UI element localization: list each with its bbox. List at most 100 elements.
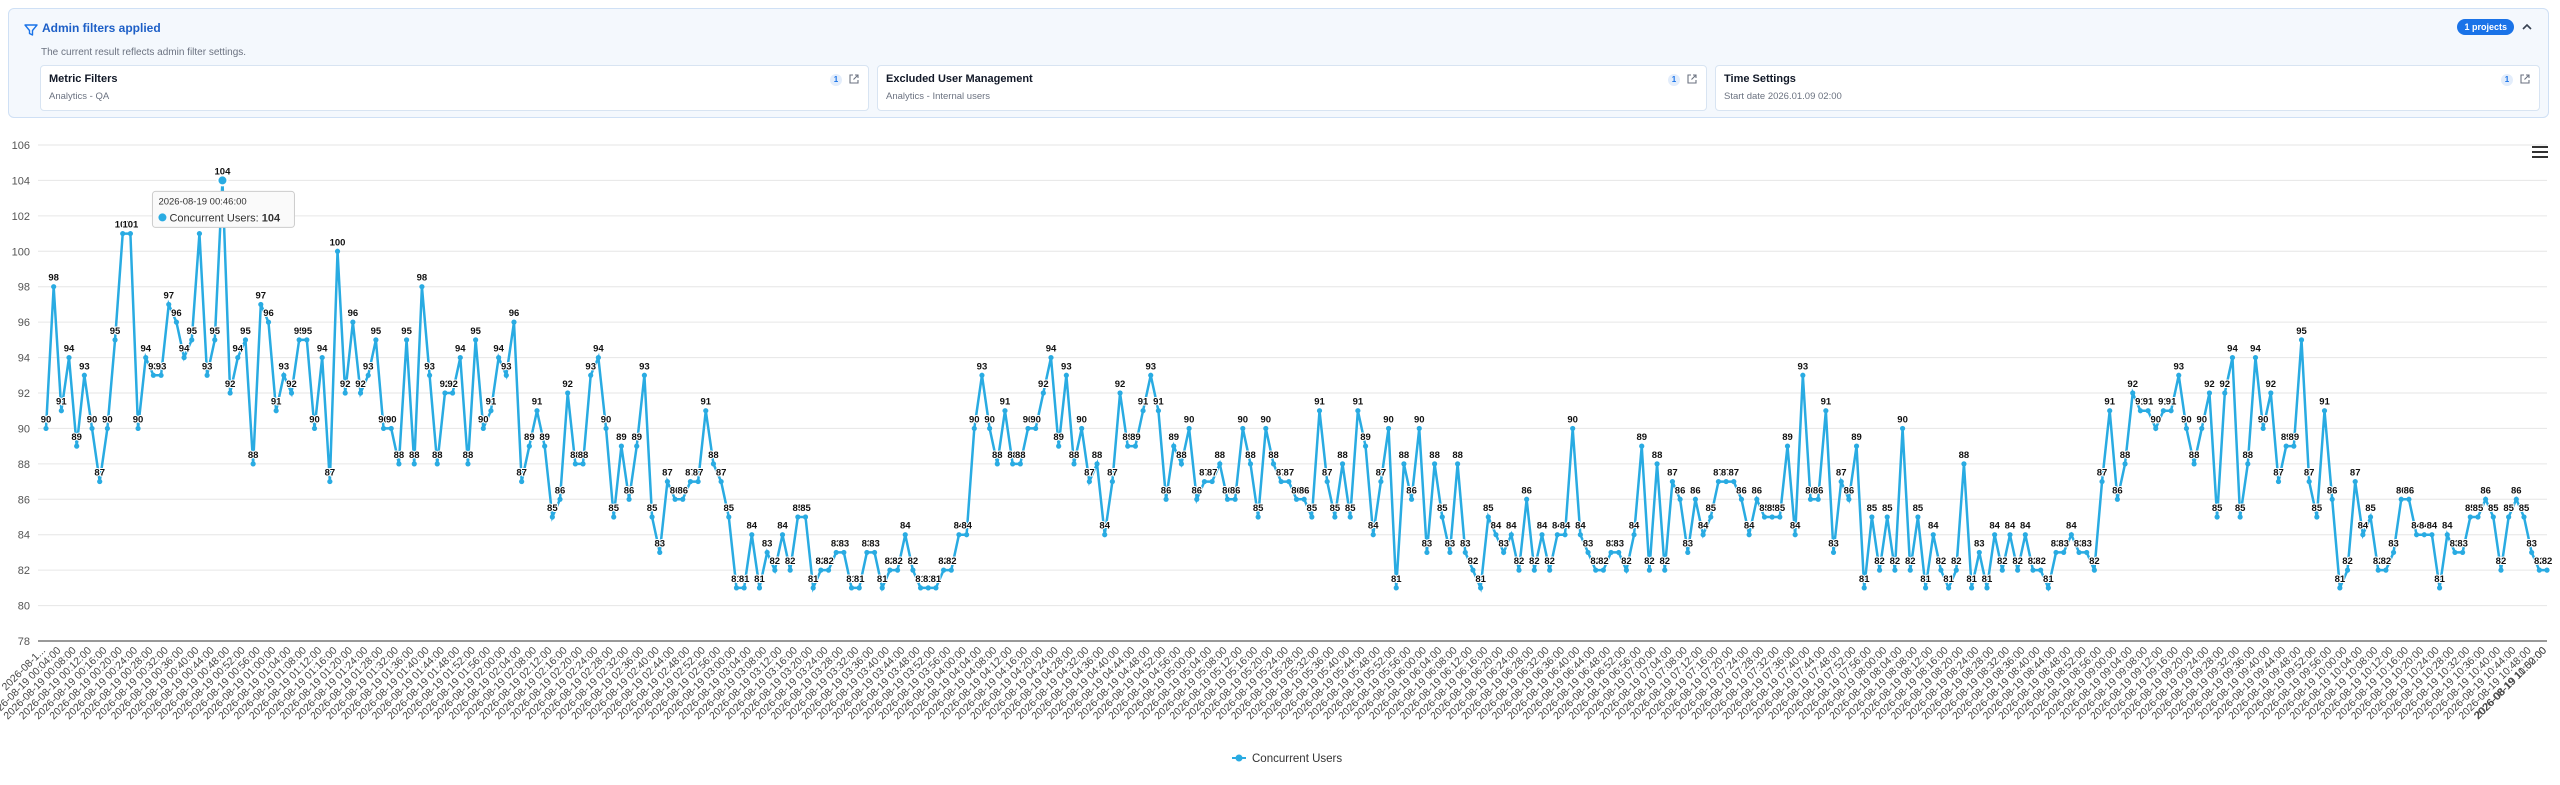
data-point[interactable] bbox=[357, 390, 364, 396]
data-point[interactable] bbox=[1746, 532, 1752, 538]
data-point[interactable] bbox=[1071, 461, 1077, 467]
data-point[interactable] bbox=[2498, 567, 2504, 573]
data-point[interactable] bbox=[841, 549, 847, 556]
data-point[interactable] bbox=[350, 319, 356, 325]
data-point[interactable] bbox=[1370, 532, 1376, 538]
data-point[interactable] bbox=[779, 532, 786, 538]
data-point[interactable] bbox=[2038, 567, 2044, 573]
data-point[interactable] bbox=[2360, 532, 2366, 538]
data-point[interactable] bbox=[74, 443, 80, 449]
data-point[interactable] bbox=[580, 461, 586, 467]
data-point[interactable] bbox=[1040, 390, 1046, 396]
data-point[interactable] bbox=[181, 354, 187, 361]
data-point[interactable] bbox=[304, 337, 310, 343]
data-point[interactable] bbox=[2268, 390, 2274, 396]
data-point[interactable] bbox=[2390, 549, 2397, 556]
data-point[interactable] bbox=[1623, 567, 1629, 573]
data-point[interactable] bbox=[1033, 425, 1039, 432]
metric-filters-card[interactable]: Metric Filters Analytics - QA 1 bbox=[40, 65, 869, 111]
data-point[interactable] bbox=[319, 354, 325, 361]
legend[interactable]: Concurrent Users bbox=[1232, 753, 1342, 765]
data-point[interactable] bbox=[2475, 514, 2481, 520]
data-point[interactable] bbox=[2107, 408, 2113, 414]
data-point[interactable] bbox=[97, 478, 103, 485]
external-link-icon[interactable] bbox=[1686, 73, 1698, 85]
data-point[interactable] bbox=[1969, 585, 1975, 591]
data-point[interactable] bbox=[1171, 443, 1177, 449]
data-point[interactable] bbox=[1999, 567, 2005, 573]
data-point[interactable] bbox=[618, 443, 624, 449]
data-point[interactable] bbox=[1232, 496, 1238, 502]
data-point[interactable] bbox=[2444, 532, 2450, 538]
data-point[interactable] bbox=[143, 354, 149, 361]
data-point[interactable] bbox=[1385, 425, 1392, 432]
data-point[interactable] bbox=[1869, 514, 1875, 520]
data-point[interactable] bbox=[534, 408, 540, 414]
data-point[interactable] bbox=[51, 284, 57, 290]
data-point[interactable] bbox=[1539, 532, 1545, 538]
data-points[interactable] bbox=[43, 177, 2550, 591]
data-point[interactable] bbox=[2022, 532, 2028, 538]
data-point[interactable] bbox=[1332, 514, 1338, 520]
data-point[interactable] bbox=[480, 425, 486, 432]
data-point[interactable] bbox=[994, 461, 1000, 467]
data-point[interactable] bbox=[388, 425, 394, 432]
data-point[interactable] bbox=[342, 390, 348, 396]
data-point[interactable] bbox=[457, 354, 463, 361]
data-point[interactable] bbox=[749, 532, 755, 538]
data-point[interactable] bbox=[894, 567, 901, 573]
data-point[interactable] bbox=[2015, 567, 2021, 573]
data-point[interactable] bbox=[2176, 372, 2182, 378]
data-point[interactable] bbox=[1431, 461, 1438, 467]
data-point[interactable] bbox=[2467, 514, 2473, 520]
data-point[interactable] bbox=[1907, 567, 1913, 573]
data-point[interactable] bbox=[1393, 585, 1399, 591]
data-point[interactable] bbox=[58, 408, 64, 414]
data-point[interactable] bbox=[1424, 549, 1430, 556]
data-point[interactable] bbox=[1600, 567, 1606, 573]
data-point[interactable] bbox=[718, 478, 724, 485]
data-point[interactable] bbox=[1792, 532, 1798, 538]
data-point[interactable] bbox=[1953, 567, 1959, 573]
data-point[interactable] bbox=[1593, 567, 1599, 573]
data-point[interactable] bbox=[411, 461, 417, 467]
data-point[interactable] bbox=[1946, 585, 1952, 591]
data-point[interactable] bbox=[626, 496, 632, 502]
data-point[interactable] bbox=[1685, 549, 1691, 556]
data-point[interactable] bbox=[1048, 354, 1054, 361]
data-point[interactable] bbox=[1723, 478, 1729, 485]
data-point[interactable] bbox=[879, 585, 885, 591]
data-point[interactable] bbox=[672, 496, 678, 502]
data-point[interactable] bbox=[81, 372, 87, 378]
data-point[interactable] bbox=[641, 372, 647, 378]
data-point[interactable] bbox=[227, 390, 233, 396]
data-point[interactable] bbox=[1247, 461, 1254, 467]
data-point[interactable] bbox=[1140, 408, 1146, 414]
data-point[interactable] bbox=[948, 567, 954, 573]
data-point[interactable] bbox=[1531, 567, 1537, 573]
data-point[interactable] bbox=[772, 567, 778, 573]
data-point[interactable] bbox=[649, 514, 655, 520]
data-point[interactable] bbox=[810, 585, 816, 591]
data-point[interactable] bbox=[2076, 549, 2082, 556]
data-point[interactable] bbox=[687, 478, 694, 485]
data-point[interactable] bbox=[1976, 549, 1982, 556]
data-point[interactable] bbox=[1309, 514, 1315, 520]
data-point[interactable] bbox=[2429, 532, 2435, 538]
data-point[interactable] bbox=[1654, 461, 1660, 467]
data-point[interactable] bbox=[2421, 532, 2427, 538]
data-point[interactable] bbox=[1984, 585, 1990, 591]
data-point[interactable] bbox=[2329, 496, 2335, 502]
data-point[interactable] bbox=[2061, 549, 2067, 556]
data-point[interactable] bbox=[2191, 461, 2197, 467]
data-point[interactable] bbox=[1416, 425, 1422, 432]
data-point[interactable] bbox=[1316, 408, 1323, 414]
data-point[interactable] bbox=[450, 390, 456, 396]
data-point[interactable] bbox=[235, 354, 241, 361]
data-point[interactable] bbox=[2068, 532, 2074, 538]
data-point[interactable] bbox=[503, 372, 509, 378]
data-point[interactable] bbox=[1408, 496, 1415, 502]
data-point[interactable] bbox=[1899, 425, 1906, 432]
data-point[interactable] bbox=[2490, 514, 2496, 520]
data-point[interactable] bbox=[1117, 390, 1123, 396]
